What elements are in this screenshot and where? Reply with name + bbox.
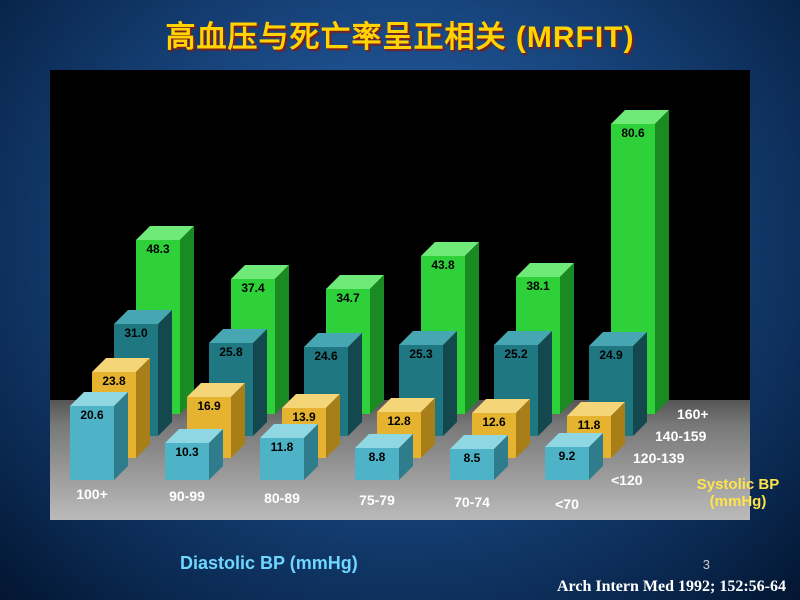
bar-value-label: 25.8 <box>209 345 253 359</box>
bar-value-label: 43.8 <box>421 258 465 272</box>
slide-title: 高血压与死亡率呈正相关 (MRFIT) <box>0 12 800 56</box>
z-category-label: <120 <box>611 472 643 488</box>
x-category-label: 70-74 <box>432 494 512 510</box>
bar-value-label: 31.0 <box>114 326 158 340</box>
x-category-label: 100+ <box>52 486 132 502</box>
bar-value-label: 9.2 <box>545 449 589 463</box>
citation-text: Arch Intern Med 1992; 152:56-64 <box>557 578 786 596</box>
bar: 11.8 <box>260 438 304 480</box>
bar-value-label: 34.7 <box>326 291 370 305</box>
bar-value-label: 20.6 <box>70 408 114 422</box>
bar-value-label: 25.3 <box>399 347 443 361</box>
z-axis-label-line2: (mmHg) <box>710 493 767 510</box>
z-axis-label-line1: Systolic BP <box>697 476 780 493</box>
bar: 8.5 <box>450 449 494 480</box>
bar-value-label: 48.3 <box>136 242 180 256</box>
bar-value-label: 23.8 <box>92 374 136 388</box>
bar-value-label: 24.9 <box>589 348 633 362</box>
z-axis-label: Systolic BP (mmHg) <box>688 476 788 510</box>
bar-value-label: 11.8 <box>260 440 304 454</box>
x-category-label: 90-99 <box>147 488 227 504</box>
bar-value-label: 16.9 <box>187 399 231 413</box>
bar-value-label: 8.5 <box>450 451 494 465</box>
bar-value-label: 24.6 <box>304 349 348 363</box>
bar-value-label: 8.8 <box>355 450 399 464</box>
bar-value-label: 12.6 <box>472 415 516 429</box>
x-category-label: <70 <box>527 496 607 512</box>
bar-value-label: 10.3 <box>165 445 209 459</box>
bar-value-label: 37.4 <box>231 281 275 295</box>
slide-number: 3 <box>703 557 710 572</box>
bar: 8.8 <box>355 448 399 480</box>
bar-value-label: 12.8 <box>377 414 421 428</box>
bar-value-label: 25.2 <box>494 347 538 361</box>
bar: 20.6 <box>70 406 114 480</box>
x-category-label: 80-89 <box>242 490 322 506</box>
x-category-label: 75-79 <box>337 492 417 508</box>
bar-value-label: 13.9 <box>282 410 326 424</box>
bar-value-label: 38.1 <box>516 279 560 293</box>
bar: 10.3 <box>165 443 209 480</box>
z-category-label: 120-139 <box>633 450 684 466</box>
x-axis-label: Diastolic BP (mmHg) <box>180 553 358 574</box>
chart-plot-area: 48.3 31.0 23.8 20.6 100+ 37.4 25.8 16.9 10.3 90-9… <box>50 70 750 520</box>
bar: 9.2 <box>545 447 589 480</box>
bar-value-label: 80.6 <box>611 126 655 140</box>
z-category-label: 160+ <box>677 406 709 422</box>
bar-value-label: 11.8 <box>567 418 611 432</box>
z-category-label: 140-159 <box>655 428 706 444</box>
